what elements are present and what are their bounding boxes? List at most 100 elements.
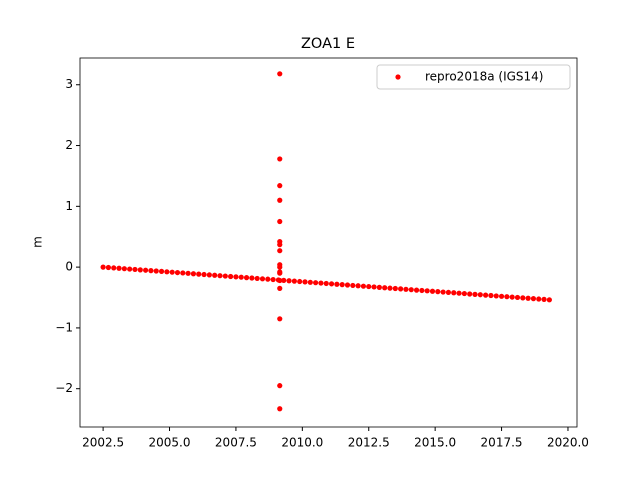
data-point [222,273,228,279]
data-point [530,296,537,302]
data-point [429,288,436,294]
data-point [307,279,313,285]
data-point [277,156,283,162]
x-tick-label: 2005.0 [149,436,191,450]
data-point [392,285,398,292]
data-point [313,280,319,286]
data-point [190,271,197,277]
data-point [270,276,276,283]
data-point [277,242,283,248]
data-point [323,280,329,287]
data-point [121,266,127,272]
data-point [440,289,446,295]
data-point [277,270,283,276]
data-point [277,285,283,291]
x-tick-label: 2002.5 [82,436,124,450]
data-point [148,268,154,274]
data-point [477,292,483,298]
data-point [291,278,297,284]
data-point [277,71,283,77]
data-point [277,218,283,225]
data-point [277,197,283,203]
data-point [435,289,441,295]
data-point [472,291,478,297]
data-point [504,294,510,300]
y-tick-label: 0 [65,260,73,274]
data-point [277,264,283,270]
data-point [382,285,388,291]
data-point [233,274,239,280]
y-axis-label: m [31,236,45,248]
data-point [488,292,494,299]
data-point [111,265,117,271]
data-point [424,288,430,294]
data-point [408,287,414,293]
data-point [100,264,106,270]
data-point [419,287,425,294]
data-point [366,283,372,290]
data-point [328,281,335,287]
y-tick-label: −1 [55,320,73,334]
y-tick-label: −2 [55,381,73,395]
data-point [105,264,112,271]
data-point [277,277,283,284]
data-point [483,292,489,298]
data-point [238,274,244,280]
data-point [546,297,552,303]
legend-marker [395,74,401,80]
data-point [277,383,283,389]
data-point [451,290,457,296]
data-point [413,287,420,293]
data-point [153,268,159,274]
data-point [277,316,283,322]
data-point [456,290,462,296]
data-point [514,294,521,301]
data-point [360,283,367,289]
data-point [249,275,255,281]
data-point [127,266,133,272]
data-point [339,282,345,288]
data-point [525,295,531,301]
data-point [228,273,234,280]
data-point [169,269,175,275]
data-point [277,406,283,412]
data-point [265,276,271,282]
data-point [132,266,138,273]
data-point [201,271,207,278]
x-tick-label: 2017.5 [481,436,523,450]
data-point [536,296,542,302]
legend-box [376,64,571,90]
data-point [164,269,170,275]
data-point [277,183,283,189]
data-point [376,284,382,290]
data-point [302,279,308,285]
data-point [355,283,361,289]
data-point [520,295,526,301]
y-tick-label: 2 [65,138,73,152]
data-point [350,282,356,289]
data-point [137,267,143,273]
data-point [174,269,181,276]
data-point [116,265,122,271]
data-point [259,276,266,282]
data-point [398,286,404,292]
data-point [445,289,452,296]
data-point [217,273,223,279]
data-point [206,272,212,278]
data-point [180,270,186,276]
data-point [371,284,377,290]
x-tick-label: 2010.0 [281,436,323,450]
data-point [509,294,515,300]
data-point [185,270,191,276]
x-tick-label: 2015.0 [414,436,456,450]
y-tick-label: 1 [65,199,73,213]
data-point [143,267,149,273]
data-point [243,275,250,281]
data-point [212,272,218,278]
data-point [493,293,499,299]
data-point [286,278,292,284]
data-point [196,271,202,277]
x-tick-label: 2020.0 [547,436,589,450]
chart-title: ZOA1 E [301,36,355,52]
data-point [461,290,467,297]
